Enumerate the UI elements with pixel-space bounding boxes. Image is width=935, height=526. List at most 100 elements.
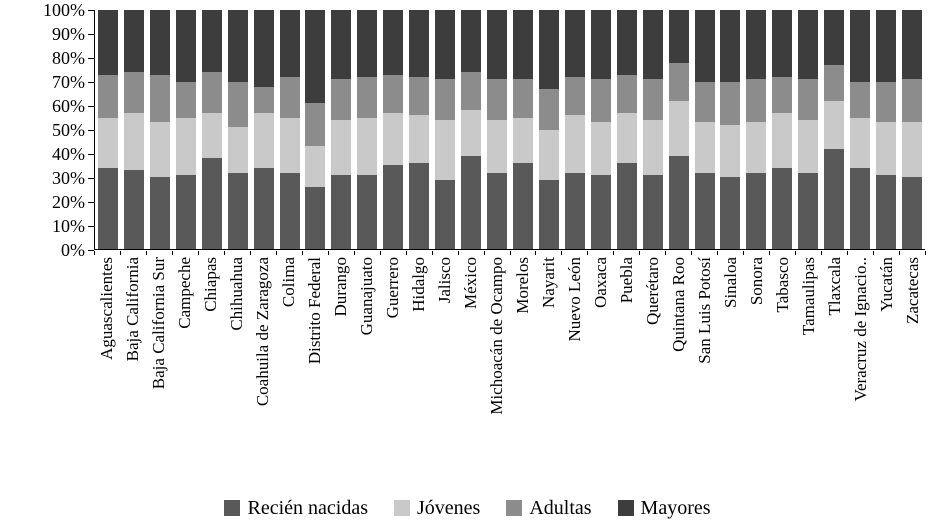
- bar-segment: [123, 170, 144, 249]
- x-axis-tick: [353, 251, 355, 255]
- bar-slot: [692, 10, 718, 249]
- y-axis-tick: [88, 249, 94, 251]
- x-axis-label: Querétaro: [642, 257, 662, 325]
- x-axis-label-cell: Puebla: [613, 257, 639, 470]
- bar-slot: [847, 10, 873, 249]
- bar-segment: [694, 81, 715, 123]
- bar-segment: [538, 179, 559, 249]
- bar-segment: [97, 10, 118, 75]
- x-axis-label: Puebla: [616, 257, 636, 304]
- bar-segment: [149, 122, 170, 178]
- y-axis-labels: 0% 10% 20% 30% 40% 50% 60% 70% 80% 90% 100%: [0, 1, 85, 259]
- x-axis-label: Nayarit: [538, 257, 558, 308]
- bar-segment: [461, 155, 482, 249]
- bar-segment: [383, 74, 404, 113]
- bar-segment: [564, 172, 585, 249]
- x-axis-tick: [119, 251, 121, 255]
- x-axis-tick: [94, 251, 95, 255]
- bar-segment: [435, 10, 456, 80]
- x-axis-tick: [483, 251, 485, 255]
- bar-segment: [435, 119, 456, 180]
- x-axis-label: Distrito Federal: [305, 257, 325, 365]
- x-axis-label-cell: Jalisco: [432, 257, 458, 470]
- bar-slot: [95, 10, 121, 249]
- stacked-bar: [435, 10, 456, 249]
- bar-slot: [873, 10, 899, 249]
- x-axis-label: Hidalgo: [409, 257, 429, 312]
- stacked-bar: [720, 10, 741, 249]
- x-axis-label-cell: Nuevo León: [561, 257, 587, 470]
- x-axis-tick: [717, 251, 719, 255]
- bar-segment: [772, 167, 793, 249]
- x-axis-label: Morelos: [512, 257, 532, 314]
- x-axis-label-cell: San Luis Potosí: [691, 257, 717, 470]
- x-axis-label-cell: Querétaro: [639, 257, 665, 470]
- y-axis-label: 20%: [52, 192, 85, 212]
- bar-segment: [902, 79, 923, 123]
- x-axis-tick: [821, 251, 823, 255]
- bar-segment: [798, 10, 819, 80]
- bar-segment: [512, 117, 533, 163]
- x-axis-label: Colima: [279, 257, 299, 308]
- x-axis-label-cell: Michoacán de Ocampo: [484, 257, 510, 470]
- bar-segment: [461, 110, 482, 156]
- legend-item: Mayores: [617, 498, 711, 518]
- bar-segment: [850, 10, 871, 82]
- bar-slot: [562, 10, 588, 249]
- legend-label: Adultas: [529, 497, 592, 519]
- bar-segment: [668, 10, 689, 63]
- bar-slot: [510, 10, 536, 249]
- bar-segment: [668, 155, 689, 249]
- stacked-bar: [902, 10, 923, 249]
- x-axis-label: Guerrero: [383, 257, 403, 319]
- x-axis-label-cell: Baja California Sur: [146, 257, 172, 470]
- x-axis-label: Tlaxcala: [824, 257, 844, 316]
- legend-item: Recién nacidas: [224, 498, 368, 518]
- bar-segment: [305, 186, 326, 249]
- bar-segment: [357, 174, 378, 249]
- bar-segment: [616, 74, 637, 113]
- bar-segment: [850, 81, 871, 118]
- stacked-bar: [512, 10, 533, 249]
- x-axis-label: Quintana Roo: [668, 257, 688, 352]
- bar-slot: [303, 10, 329, 249]
- bar-segment: [201, 10, 222, 73]
- legend-label: Jóvenes: [416, 497, 481, 519]
- bar-slot: [432, 10, 458, 249]
- y-axis-tick: [88, 129, 94, 131]
- stacked-bar: [876, 10, 897, 249]
- bar-segment: [331, 174, 352, 249]
- bar-slot: [821, 10, 847, 249]
- stacked-bar: [97, 10, 118, 249]
- x-axis-label: Jalisco: [435, 257, 455, 304]
- y-axis-label: 100%: [43, 0, 85, 20]
- bar-segment: [487, 119, 508, 173]
- x-axis-label: Baja California Sur: [149, 257, 169, 390]
- x-axis-label-cell: Quintana Roo: [665, 257, 691, 470]
- y-axis-label: 40%: [52, 144, 85, 164]
- bar-slot: [406, 10, 432, 249]
- x-axis-label-cell: Nayarit: [535, 257, 561, 470]
- bar-slot: [328, 10, 354, 249]
- x-axis-label-cell: Chihuahua: [224, 257, 250, 470]
- stacked-bar: [668, 10, 689, 249]
- bar-segment: [512, 10, 533, 80]
- bar-segment: [616, 112, 637, 163]
- bar-segment: [590, 122, 611, 175]
- bar-segment: [538, 88, 559, 130]
- x-axis-label: Tabasco: [772, 257, 792, 313]
- bar-segment: [383, 10, 404, 75]
- bar-segment: [123, 10, 144, 73]
- bar-segment: [746, 79, 767, 123]
- bar-slot: [173, 10, 199, 249]
- bar-segment: [409, 76, 430, 116]
- bar-segment: [253, 10, 274, 87]
- legend: Recién nacidas Jóvenes Adultas Mayores: [0, 498, 935, 518]
- bar-segment: [149, 74, 170, 123]
- x-axis-label: Sinaloa: [720, 257, 740, 308]
- x-axis-label: Sonora: [746, 257, 766, 306]
- bar-segment: [746, 10, 767, 80]
- bar-segment: [824, 64, 845, 101]
- legend-item: Jóvenes: [393, 497, 481, 519]
- stacked-bar: [123, 10, 144, 249]
